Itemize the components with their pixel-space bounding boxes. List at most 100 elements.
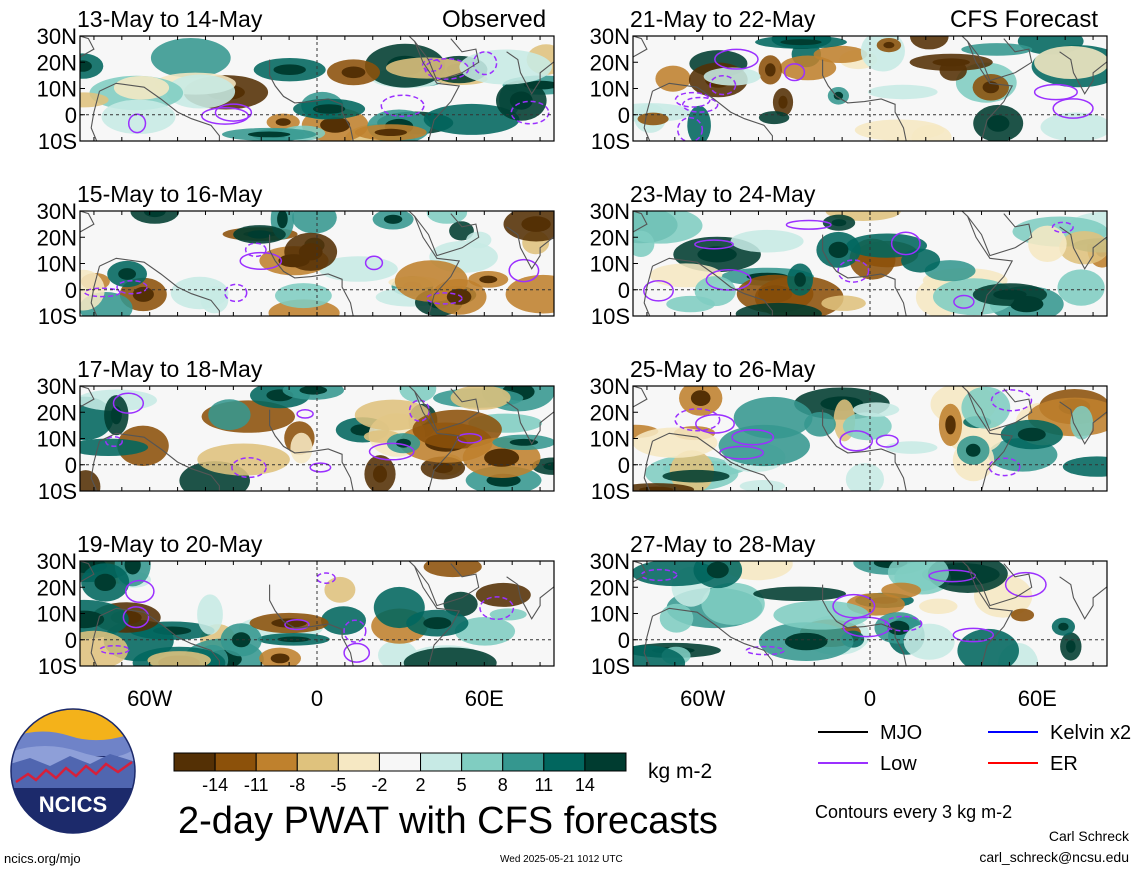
anomaly-core — [94, 573, 116, 592]
lat-tick-label: 20N — [37, 225, 77, 250]
colorbar-tick-label: 8 — [498, 775, 508, 795]
anomaly-core — [794, 272, 806, 287]
anomaly-core — [697, 246, 737, 263]
low-contour — [1051, 221, 1074, 234]
low-contour — [837, 259, 870, 283]
panel-date-range: 23-May to 24-May — [630, 181, 816, 207]
panel-date-range: 21-May to 22-May — [630, 6, 816, 32]
coastlines — [80, 386, 554, 491]
anomaly-core — [298, 243, 323, 261]
low-contour — [105, 435, 123, 448]
low-contour — [1033, 83, 1078, 101]
lat-tick-label: 10S — [591, 654, 630, 679]
anomaly-region — [475, 582, 531, 607]
colorbar-swatch — [173, 752, 216, 772]
author-name: Carl Schreck — [1048, 828, 1129, 844]
anomaly-core — [341, 66, 366, 79]
anomaly-core — [778, 95, 788, 109]
low-contour — [990, 389, 1033, 412]
anomaly-region — [735, 302, 822, 316]
anomaly-core — [383, 214, 403, 224]
low-contour — [952, 627, 995, 643]
colorbar: -14 -11 -8 -5 -2 2 5 8 11 14 — [173, 752, 627, 795]
lat-tick-label: 30N — [37, 549, 77, 574]
colorbar-swatch — [214, 752, 257, 772]
colorbar-tick-label: -5 — [330, 775, 346, 795]
anomaly-region — [1010, 608, 1035, 622]
low-contour — [116, 279, 148, 295]
low-contour — [839, 430, 874, 452]
website-link[interactable]: ncics.org/mjo — [4, 851, 81, 866]
anomaly-region — [753, 586, 846, 601]
ncics-logo: NCICS — [10, 708, 136, 834]
lat-tick-label: 30N — [590, 374, 630, 399]
lat-tick-label: 0 — [65, 453, 77, 478]
anomaly-region — [426, 211, 468, 224]
coastlines — [633, 561, 1107, 666]
anomaly-region — [450, 386, 511, 410]
low-contour — [745, 645, 785, 656]
anomaly-region — [666, 295, 715, 313]
anomaly-region — [165, 74, 236, 109]
anomaly-region — [197, 443, 290, 476]
low-contour — [112, 392, 145, 414]
anomaly-core — [143, 211, 166, 218]
colorbar-tick-label: 14 — [575, 775, 595, 795]
anomaly-region — [773, 600, 870, 630]
low-contour — [284, 618, 310, 631]
anomaly-region — [659, 603, 694, 633]
anomaly-region — [662, 469, 730, 483]
lat-tick-label: 10S — [591, 304, 630, 329]
low-contour — [83, 287, 121, 298]
anomaly-region — [1070, 405, 1093, 440]
lat-tick-label: 20N — [590, 575, 630, 600]
anomaly-region — [130, 211, 180, 224]
anomaly-region — [1062, 456, 1107, 477]
lat-tick-label: 10N — [590, 77, 630, 102]
legend-label: ER — [1050, 753, 1078, 775]
anomaly-region — [459, 49, 552, 85]
anomaly-core — [690, 390, 711, 406]
anomaly-core — [987, 115, 1010, 132]
colorbar-tick-label: -11 — [244, 775, 269, 795]
anomaly-region — [466, 231, 492, 249]
low-contour — [681, 96, 719, 113]
lat-tick-label: 0 — [65, 103, 77, 128]
coastlines — [80, 36, 554, 141]
coastlines — [633, 211, 1107, 316]
lat-tick-label: 30N — [37, 199, 77, 224]
lat-tick-label: 30N — [590, 549, 630, 574]
lat-tick-label: 10N — [37, 427, 77, 452]
lat-tick-label: 10S — [38, 654, 77, 679]
lat-tick-label: 0 — [618, 453, 630, 478]
anomaly-core — [1017, 427, 1046, 442]
anomaly-region — [275, 283, 332, 309]
low-contour — [676, 116, 704, 141]
anomaly-region — [1028, 225, 1067, 262]
low-contour — [239, 251, 283, 270]
anomaly-region — [633, 427, 718, 458]
author-email[interactable]: carl_schreck@ncsu.edu — [979, 849, 1129, 865]
anomaly-region — [633, 211, 703, 244]
low-contour — [832, 593, 876, 619]
low-contour — [705, 269, 752, 291]
panel-date-range: 15-May to 16-May — [77, 181, 263, 207]
anomaly-core — [883, 41, 895, 49]
low-contour — [783, 63, 806, 82]
low-contour — [296, 409, 314, 419]
low-contour — [719, 445, 764, 460]
anomaly-region — [813, 45, 868, 64]
lat-tick-label: 10N — [590, 602, 630, 627]
low-contour — [890, 231, 921, 256]
anomaly-core — [993, 289, 1027, 300]
colorbar-tick-label: 5 — [457, 775, 467, 795]
anomaly-region — [1057, 269, 1105, 306]
anomaly-core — [639, 486, 674, 491]
pwat-anomaly-field — [80, 386, 554, 491]
low-contour — [953, 294, 975, 309]
anomaly-core — [479, 275, 498, 284]
anomaly-region — [701, 582, 765, 626]
